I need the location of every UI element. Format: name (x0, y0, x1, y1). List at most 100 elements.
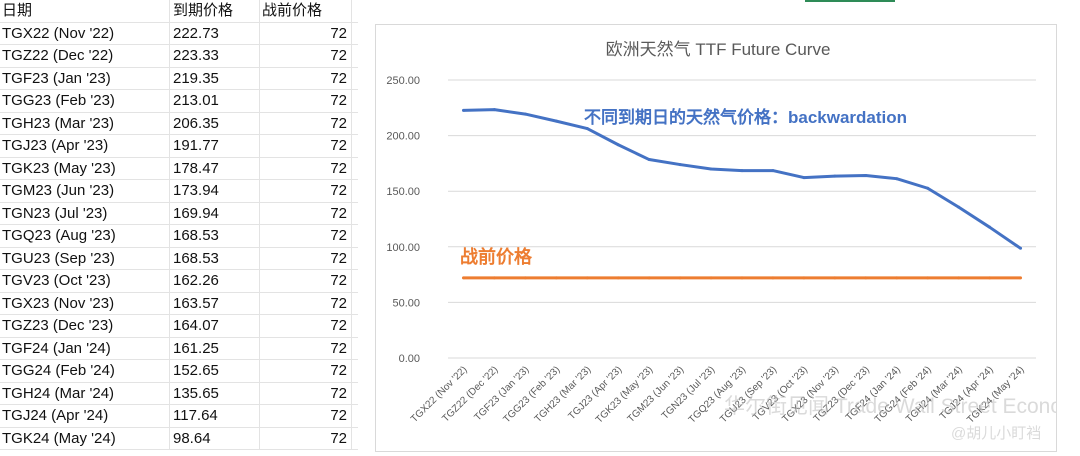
ttf-future-curve-chart: 欧洲天然气 TTF Future Curve 0.00 50.00 100.00 15… (386, 40, 1080, 442)
cell-prewar-price[interactable]: 72 (260, 270, 352, 292)
cell-expiry-price[interactable]: 161.25 (170, 337, 260, 360)
cell-expiry-price[interactable]: 135.65 (170, 382, 260, 405)
cell-expiry-price[interactable]: 168.53 (170, 225, 260, 247)
series-line-expiry-price[interactable] (463, 108, 1022, 250)
x-tick-label: TGJ23 (Apr '23) (566, 364, 624, 422)
cell-date[interactable]: TGV23 (Oct '23) (2, 270, 170, 292)
cell-expiry-price[interactable]: 163.57 (170, 292, 260, 315)
watermark: 华尔街见闻 Trade Wall Street Economy 老虎社区 @胡儿… (724, 395, 1080, 442)
cell-expiry-price[interactable]: 213.01 (170, 90, 260, 112)
cell-date[interactable]: TGG23 (Feb '23) (2, 90, 170, 112)
data-point (523, 276, 527, 280)
table-row: TGG23 (Feb '23) 213.01 72 (0, 90, 358, 113)
cell-prewar-price[interactable]: 72 (260, 360, 352, 382)
cell-expiry-price[interactable]: 168.53 (170, 247, 260, 270)
x-tick-label: TGF23 (Jan '23) (472, 364, 531, 423)
cell-date[interactable]: TGU23 (Sep '23) (2, 247, 170, 270)
header-prewar-price[interactable]: 战前价格 (260, 0, 352, 22)
cell-expiry-price[interactable]: 206.35 (170, 112, 260, 135)
cell-expiry-price[interactable]: 169.94 (170, 202, 260, 225)
table-row: TGV23 (Oct '23) 162.26 72 (0, 270, 358, 293)
prewar-price-annotation: 战前价格 (460, 246, 533, 267)
cell-expiry-price[interactable]: 223.33 (170, 45, 260, 67)
cell-prewar-price[interactable]: 72 (260, 135, 352, 157)
data-point (833, 276, 837, 280)
chart-area[interactable]: 欧洲天然气 TTF Future Curve 0.00 50.00 100.00 15… (375, 24, 1080, 452)
cell-prewar-price[interactable]: 72 (260, 382, 352, 405)
cell-date[interactable]: TGF24 (Jan '24) (2, 337, 170, 360)
cell-expiry-price[interactable]: 164.07 (170, 315, 260, 337)
data-point (895, 177, 899, 181)
cell-prewar-price[interactable]: 72 (260, 22, 352, 45)
header-expiry-price[interactable]: 到期价格 (170, 0, 260, 22)
cell-prewar-price[interactable]: 72 (260, 315, 352, 337)
cell-date[interactable]: TGG24 (Feb '24) (2, 360, 170, 382)
cell-date[interactable]: TGH24 (Mar '24) (2, 382, 170, 405)
y-tick-label: 100.00 (386, 242, 420, 254)
data-point (616, 276, 620, 280)
cell-expiry-price[interactable]: 152.65 (170, 360, 260, 382)
data-point (1019, 276, 1023, 280)
cell-expiry-price[interactable]: 162.26 (170, 270, 260, 292)
x-tick-label: TGX22 (Nov '22) (409, 364, 470, 425)
cell-expiry-price[interactable]: 219.35 (170, 67, 260, 90)
chart-title: 欧洲天然气 TTF Future Curve (606, 40, 831, 59)
cell-date[interactable]: TGH23 (Mar '23) (2, 112, 170, 135)
cell-prewar-price[interactable]: 72 (260, 225, 352, 247)
cell-date[interactable]: TGK24 (May '24) (2, 427, 170, 450)
table-row: TGH23 (Mar '23) 206.35 72 (0, 112, 358, 135)
cell-expiry-price[interactable]: 178.47 (170, 157, 260, 180)
table-row: TGH24 (Mar '24) 135.65 72 (0, 382, 358, 405)
cell-prewar-price[interactable]: 72 (260, 427, 352, 450)
cell-prewar-price[interactable]: 72 (260, 405, 352, 427)
y-tick-label: 250.00 (386, 75, 420, 87)
cell-expiry-price[interactable]: 173.94 (170, 180, 260, 202)
cell-prewar-price[interactable]: 72 (260, 247, 352, 270)
data-point (523, 112, 527, 116)
cell-date[interactable]: TGN23 (Jul '23) (2, 202, 170, 225)
cell-date[interactable]: TGK23 (May '23) (2, 157, 170, 180)
data-point (740, 276, 744, 280)
cell-prewar-price[interactable]: 72 (260, 337, 352, 360)
data-point (988, 225, 992, 229)
cell-prewar-price[interactable]: 72 (260, 45, 352, 67)
cell-date[interactable]: TGX23 (Nov '23) (2, 292, 170, 315)
cell-prewar-price[interactable]: 72 (260, 157, 352, 180)
table-row: TGU23 (Sep '23) 168.53 72 (0, 247, 358, 270)
cell-date[interactable]: TGX22 (Nov '22) (2, 22, 170, 45)
cell-date[interactable]: TGM23 (Jun '23) (2, 180, 170, 202)
cell-prewar-price[interactable]: 72 (260, 202, 352, 225)
data-point (926, 276, 930, 280)
cell-expiry-price[interactable]: 117.64 (170, 405, 260, 427)
cell-date[interactable]: TGJ23 (Apr '23) (2, 135, 170, 157)
cell-date[interactable]: TGJ24 (Apr '24) (2, 405, 170, 427)
watermark-line-2: @胡儿小盯裆 (951, 425, 1041, 442)
data-point (647, 276, 651, 280)
table-row: TGX23 (Nov '23) 163.57 72 (0, 292, 358, 315)
cell-expiry-price[interactable]: 98.64 (170, 427, 260, 450)
cell-date[interactable]: TGZ23 (Dec '23) (2, 315, 170, 337)
header-date[interactable]: 日期 (2, 0, 170, 22)
cell-expiry-price[interactable]: 222.73 (170, 22, 260, 45)
data-point (585, 127, 589, 131)
x-tick-label: TGH23 (Mar '23) (533, 364, 594, 425)
cell-prewar-price[interactable]: 72 (260, 180, 352, 202)
table-row: TGF24 (Jan '24) 161.25 72 (0, 337, 358, 360)
cell-date[interactable]: TGQ23 (Aug '23) (2, 225, 170, 247)
cell-date[interactable]: TGZ22 (Dec '22) (2, 45, 170, 67)
y-tick-label: 50.00 (392, 297, 420, 309)
data-point (740, 169, 744, 173)
data-point (1019, 246, 1023, 250)
backwardation-annotation: 不同到期日的天然气价格：backwardation (584, 107, 907, 127)
cell-prewar-price[interactable]: 72 (260, 90, 352, 112)
cell-prewar-price[interactable]: 72 (260, 292, 352, 315)
table-row: TGG24 (Feb '24) 152.65 72 (0, 360, 358, 383)
data-point (957, 205, 961, 209)
cell-prewar-price[interactable]: 72 (260, 67, 352, 90)
cell-prewar-price[interactable]: 72 (260, 112, 352, 135)
data-point (709, 167, 713, 171)
table-row: TGM23 (Jun '23) 173.94 72 (0, 180, 358, 203)
cell-date[interactable]: TGF23 (Jan '23) (2, 67, 170, 90)
cell-expiry-price[interactable]: 191.77 (170, 135, 260, 157)
spreadsheet-grid: 日期 到期价格 战前价格 TGX22 (Nov '22) 222.73 72 TGZ2… (0, 0, 358, 454)
